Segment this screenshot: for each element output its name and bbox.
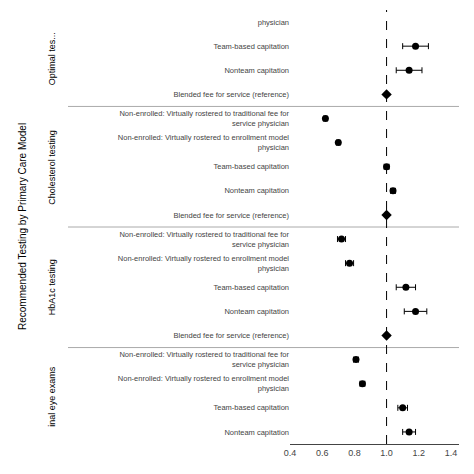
svg-text:Nonteam capitation: Nonteam capitation bbox=[224, 428, 289, 437]
svg-text:0.8: 0.8 bbox=[348, 448, 361, 458]
svg-text:Recommended Testing by Primary: Recommended Testing by Primary Care Mode… bbox=[17, 123, 28, 330]
svg-text:Nonteam capitation: Nonteam capitation bbox=[224, 186, 289, 195]
svg-text:Team-based capitation: Team-based capitation bbox=[214, 42, 289, 51]
svg-text:0.4: 0.4 bbox=[284, 448, 297, 458]
svg-text:0.6: 0.6 bbox=[316, 448, 329, 458]
svg-text:inal eye exams: inal eye exams bbox=[47, 366, 57, 427]
svg-text:HbA1c testing: HbA1c testing bbox=[47, 259, 57, 315]
svg-text:Non-enrolled: Virtually roster: Non-enrolled: Virtually rostered to enro… bbox=[118, 133, 290, 152]
svg-text:Nonteam capitation: Nonteam capitation bbox=[224, 66, 289, 75]
svg-text:Team-based capitation: Team-based capitation bbox=[214, 283, 289, 292]
svg-text:Non-enrolled: Virtually roster: Non-enrolled: Virtually rostered to trad… bbox=[119, 230, 289, 249]
svg-text:1.0: 1.0 bbox=[380, 448, 393, 458]
svg-text:Team-based capitation: Team-based capitation bbox=[214, 162, 289, 171]
svg-text:1.2: 1.2 bbox=[413, 448, 426, 458]
svg-text:Non-enrolled: Virtually roster: Non-enrolled: Virtually rostered to enro… bbox=[118, 254, 290, 273]
svg-text:Non-enrolled: Virtually roster: Non-enrolled: Virtually rostered to enro… bbox=[118, 374, 290, 393]
svg-text:Non-enrolled: Virtually roster: Non-enrolled: Virtually rostered to trad… bbox=[119, 109, 289, 128]
svg-text:1.4: 1.4 bbox=[445, 448, 458, 458]
svg-text:Nonteam capitation: Nonteam capitation bbox=[224, 307, 289, 316]
svg-text:Team-based capitation: Team-based capitation bbox=[214, 403, 289, 412]
svg-text:Blended fee for service (refer: Blended fee for service (reference) bbox=[174, 90, 290, 99]
svg-text:Optimal tes...: Optimal tes... bbox=[47, 32, 57, 85]
svg-text:Non-enrolled: Virtually roster: Non-enrolled: Virtually rostered to trad… bbox=[119, 350, 289, 369]
svg-text:physician: physician bbox=[258, 18, 289, 27]
svg-text:Blended fee for service (refer: Blended fee for service (reference) bbox=[174, 331, 290, 340]
svg-text:Blended fee for service (refer: Blended fee for service (reference) bbox=[174, 211, 290, 220]
svg-text:Cholesterol testing: Cholesterol testing bbox=[47, 130, 57, 205]
